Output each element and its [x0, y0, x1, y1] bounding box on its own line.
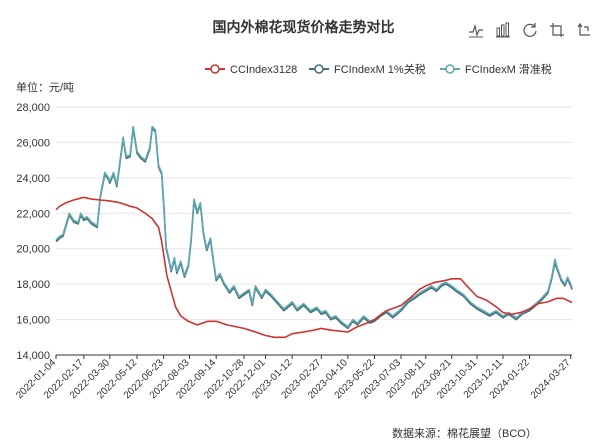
- source-label: 数据来源：棉花展望（BCO）: [392, 428, 537, 440]
- legend-label: CCIndex3128: [230, 64, 297, 76]
- y-tick-label: 26,000: [16, 137, 50, 149]
- y-tick-label: 16,000: [16, 315, 50, 327]
- legend-swatch-marker: [210, 64, 220, 74]
- series-line: [55, 196, 573, 339]
- y-tick-label: 14,000: [16, 350, 50, 362]
- y-tick-label: 24,000: [16, 173, 50, 185]
- legend-label: FCIndexM 滑准税: [465, 62, 552, 76]
- line-chart-icon[interactable]: [468, 22, 484, 38]
- y-tick-label: 18,000: [16, 279, 50, 291]
- unit-label: 单位：元/吨: [16, 82, 75, 94]
- y-tick-label: 28,000: [16, 102, 50, 114]
- series-line: [55, 125, 573, 328]
- bar-chart-icon[interactable]: [495, 22, 511, 38]
- y-tick-label: 20,000: [16, 244, 50, 256]
- y-tick-label: 22,000: [16, 208, 50, 220]
- legend-swatch-marker: [445, 64, 455, 74]
- restore-icon[interactable]: [522, 22, 538, 38]
- legend-swatch-marker: [314, 64, 324, 74]
- series-line: [55, 127, 573, 330]
- legend-label: FCIndexM 1%关税: [334, 62, 426, 76]
- x-tick-label: 2024-03-27: [529, 357, 573, 401]
- toolbox: [466, 22, 596, 40]
- data-zoom-icon[interactable]: [549, 22, 565, 38]
- chart-title: 国内外棉花现货价格走势对比: [212, 19, 395, 35]
- data-zoom-reset-icon[interactable]: [576, 22, 592, 38]
